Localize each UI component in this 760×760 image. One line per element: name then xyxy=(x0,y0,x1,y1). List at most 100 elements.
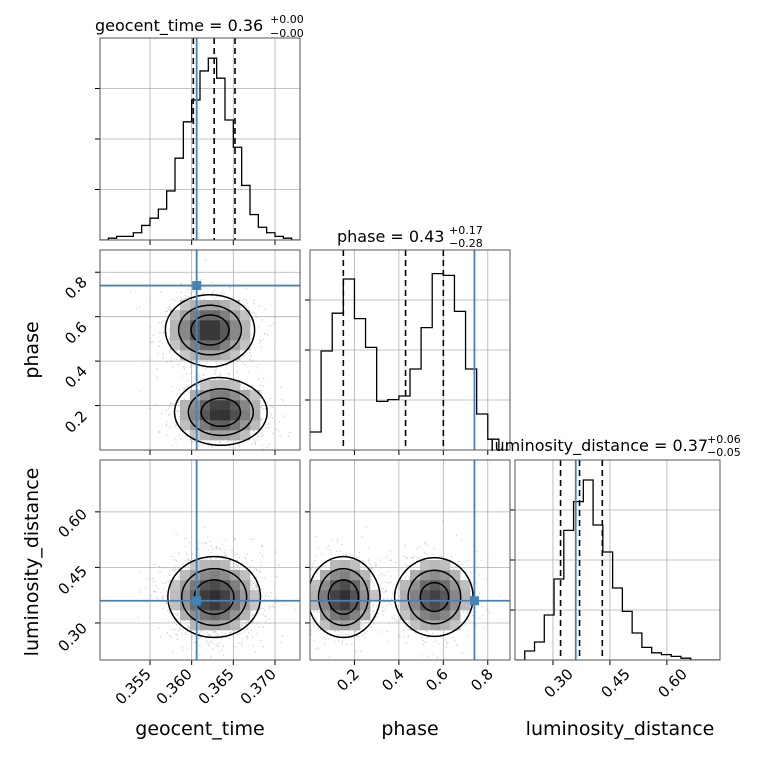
panel-geocent-time-vs-luminosity-distance-cell xyxy=(200,610,211,621)
x-tick-phase-1: 0.2 xyxy=(333,665,363,695)
hist-panel-luminosity-distance-frame xyxy=(514,459,721,661)
panel-phase-vs-luminosity-distance-cell xyxy=(440,560,451,571)
panel-geocent-time-vs-phase-cell xyxy=(230,330,241,341)
panel-phase-vs-luminosity-distance-cell xyxy=(350,600,361,611)
title-luminosity-distance-main: luminosity_distance = 0.37 xyxy=(490,436,708,456)
ylabel-phase: phase xyxy=(21,321,43,378)
panel-geocent-time-vs-phase-cell xyxy=(240,310,251,321)
panel-geocent-time-vs-phase-cell xyxy=(240,390,251,401)
panel-phase-vs-luminosity-distance-cell xyxy=(420,570,431,581)
x-tick-geocent-time-3: 0.365 xyxy=(195,665,238,708)
panel-phase-vs-luminosity-distance-cell xyxy=(450,570,461,581)
panel-geocent-time-vs-phase-contour-0 xyxy=(164,293,268,447)
title-geocent-time: geocent_time = 0.36 +0.00 −0.00 xyxy=(95,13,304,40)
panel-phase-vs-luminosity-distance-cell xyxy=(320,590,331,601)
panel-geocent-time-vs-luminosity-distance-cell xyxy=(230,600,241,611)
panel-geocent-time-vs-phase-cell xyxy=(200,420,211,431)
panel-geocent-time-vs-luminosity-distance-cell xyxy=(190,610,201,621)
panel-geocent-time-vs-phase-cell xyxy=(180,420,191,431)
panel-geocent-time-vs-phase-cell xyxy=(200,320,211,331)
panel-geocent-time-vs-phase-cell xyxy=(240,410,251,421)
panel-geocent-time-vs-phase-cell xyxy=(250,410,261,421)
panel-phase-vs-luminosity-distance-cell xyxy=(450,620,461,631)
panel-phase-vs-luminosity-distance-cell xyxy=(420,560,431,571)
panel-geocent-time-vs-luminosity-distance-cell xyxy=(190,620,201,631)
panel-phase-vs-luminosity-distance-cell xyxy=(430,560,441,571)
panel-geocent-time-vs-luminosity-distance-cell xyxy=(250,600,261,611)
panel-geocent-time-vs-phase-injection-marker xyxy=(192,281,202,291)
panel-phase-vs-luminosity-distance-cell xyxy=(330,560,341,571)
panel-geocent-time-vs-phase-cell xyxy=(250,390,261,401)
panel-geocent-time-vs-phase-cell xyxy=(190,350,201,361)
panel-geocent-time-vs-luminosity-distance-cell xyxy=(170,580,181,591)
panel-geocent-time-vs-luminosity-distance-cell xyxy=(180,600,191,611)
panel-geocent-time-vs-phase-contour-2 xyxy=(190,314,242,428)
panel-geocent-time-vs-luminosity-distance-contour-1 xyxy=(180,567,248,627)
title-phase-main: phase = 0.43 xyxy=(337,227,444,246)
panel-phase-vs-luminosity-distance-cell xyxy=(430,600,441,611)
panel-geocent-time-vs-phase-cell xyxy=(240,340,251,351)
ylabel-luminosity-distance: luminosity_distance xyxy=(21,468,43,657)
panel-phase-vs-luminosity-distance-cell xyxy=(350,580,361,591)
panel-phase-vs-luminosity-distance-cell xyxy=(440,590,451,601)
panel-geocent-time-vs-phase-cell xyxy=(170,340,181,351)
panel-geocent-time-vs-phase-cell xyxy=(200,380,211,391)
xlabel-luminosity-distance: luminosity_distance xyxy=(526,718,715,740)
panel-geocent-time-vs-phase-cell xyxy=(240,420,251,431)
panel-geocent-time-vs-phase-cell xyxy=(190,430,201,441)
panel-geocent-time-vs-phase-cell xyxy=(180,400,191,411)
panel-geocent-time-vs-phase-cell xyxy=(230,400,241,411)
panel-phase-vs-luminosity-distance-cell xyxy=(320,570,331,581)
panel-phase-vs-luminosity-distance-cell xyxy=(330,620,341,631)
panel-geocent-time-vs-phase-cell xyxy=(220,300,231,311)
hist-panel-geocent-time-frame xyxy=(99,37,301,241)
panel-phase-vs-luminosity-distance-cell xyxy=(320,600,331,611)
x-tick-phase-3: 0.6 xyxy=(422,665,452,695)
x-tick-luminosity-distance-3: 0.60 xyxy=(654,665,690,701)
panel-geocent-time-vs-phase-cell xyxy=(240,320,251,331)
panel-geocent-time-vs-luminosity-distance-cell xyxy=(170,590,181,601)
panel-geocent-time-vs-phase-cell xyxy=(240,400,251,411)
panel-phase-vs-luminosity-distance-cell xyxy=(340,610,351,621)
panel-geocent-time-vs-phase-cell xyxy=(200,390,211,401)
panel-geocent-time-vs-phase-cell xyxy=(180,330,191,341)
panel-phase-vs-luminosity-distance-cell xyxy=(440,570,451,581)
panel-phase-vs-luminosity-distance-content xyxy=(310,460,510,660)
hist-panel-geocent-time-histogram xyxy=(100,57,300,240)
panel-phase-vs-luminosity-distance-cell xyxy=(360,590,371,601)
panel-geocent-time-vs-phase-cell xyxy=(240,430,251,441)
panel-geocent-time-vs-luminosity-distance-cell xyxy=(210,560,221,571)
panel-geocent-time-vs-luminosity-distance-cell xyxy=(210,590,221,601)
panel-geocent-time-vs-luminosity-distance-cell xyxy=(230,620,241,631)
x-tick-geocent-time-4: 0.370 xyxy=(237,665,280,708)
panel-phase-vs-luminosity-distance-cell xyxy=(430,610,441,621)
panel-geocent-time-vs-phase-cell xyxy=(170,320,181,331)
x-tick-phase-2: 0.4 xyxy=(378,665,408,695)
panel-geocent-time-vs-luminosity-distance-cell xyxy=(220,590,231,601)
panel-geocent-time-vs-phase-cell xyxy=(230,420,241,431)
panel-geocent-time-vs-luminosity-distance-cell xyxy=(210,570,221,581)
title-luminosity-distance-upper: +0.06 xyxy=(707,433,741,446)
panel-geocent-time-vs-luminosity-distance-cell xyxy=(200,620,211,631)
panel-phase-vs-luminosity-distance-cell xyxy=(400,610,411,621)
panel-phase-vs-luminosity-distance-cell xyxy=(340,600,351,611)
panel-phase-vs-luminosity-distance-cell xyxy=(350,590,361,601)
panel-phase-vs-luminosity-distance-frame xyxy=(309,459,511,661)
panel-geocent-time-vs-phase-cell xyxy=(200,330,211,341)
hist-panel-luminosity-distance-histogram xyxy=(515,479,720,660)
panel-geocent-time-vs-phase-cell xyxy=(210,410,221,421)
panel-geocent-time-vs-phase-cell xyxy=(220,390,231,401)
panel-phase-vs-luminosity-distance-cell xyxy=(360,570,371,581)
xlabel-geocent-time: geocent_time xyxy=(135,718,264,740)
panel-geocent-time-vs-luminosity-distance-cell xyxy=(220,620,231,631)
panel-geocent-time-vs-luminosity-distance-cell xyxy=(240,570,251,581)
panel-geocent-time-vs-phase-cell xyxy=(190,330,201,341)
panel-geocent-time-vs-luminosity-distance-content xyxy=(100,460,300,660)
panel-geocent-time-vs-luminosity-distance-cell xyxy=(240,610,251,621)
y-tick-phase-2: 0.4 xyxy=(61,362,91,392)
panel-geocent-time-vs-luminosity-distance-cell xyxy=(180,590,191,601)
panel-phase-vs-luminosity-distance-cell xyxy=(340,560,351,571)
xlabel-phase: phase xyxy=(381,718,438,740)
axis-labels: geocent_time phase luminosity_distance p… xyxy=(21,321,714,740)
panel-geocent-time-vs-luminosity-distance-contour-0 xyxy=(167,555,262,639)
